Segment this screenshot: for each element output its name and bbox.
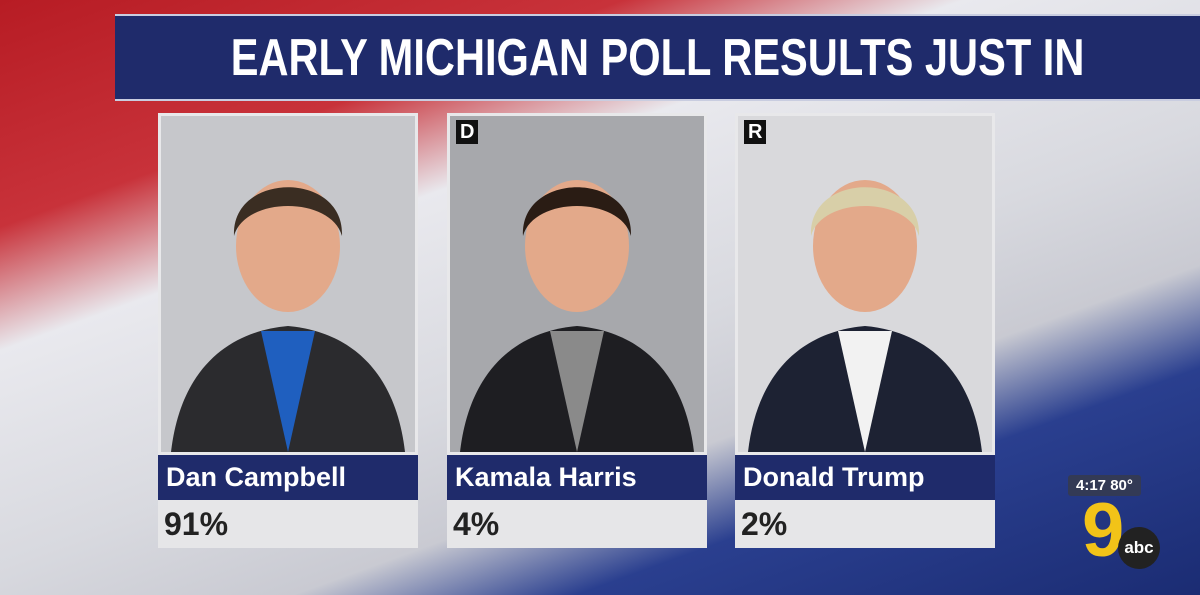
temperature: 80° — [1110, 477, 1133, 494]
station-logo: 4:17 80° 9 abc — [1062, 475, 1172, 575]
portrait — [171, 180, 405, 452]
candidate-name: Kamala Harris — [447, 455, 707, 500]
candidate-card: D Kamala Harris 4% — [447, 113, 707, 548]
poll-result: 2% — [735, 500, 995, 548]
party-label: D — [456, 120, 479, 144]
portrait — [748, 180, 982, 452]
candidate-photo: D — [447, 113, 707, 455]
clock: 4:17 80° — [1068, 475, 1141, 496]
time: 4:17 — [1076, 477, 1107, 494]
portrait — [460, 180, 694, 452]
title: EARLY MICHIGAN POLL RESULTS JUST IN — [230, 28, 1085, 87]
network: abc — [1118, 527, 1160, 569]
party-label: R — [744, 120, 767, 144]
candidate-name: Donald Trump — [735, 455, 995, 500]
candidate-card: Dan Campbell 91% — [158, 113, 418, 548]
poll-result: 91% — [158, 500, 418, 548]
title-banner: EARLY MICHIGAN POLL RESULTS JUST IN — [115, 14, 1200, 101]
candidate-photo: R — [735, 113, 995, 455]
candidate-card: R Donald Trump 2% — [735, 113, 995, 548]
candidate-photo — [158, 113, 418, 455]
poll-result: 4% — [447, 500, 707, 548]
candidate-name: Dan Campbell — [158, 455, 418, 500]
channel: 9 — [1082, 488, 1125, 573]
